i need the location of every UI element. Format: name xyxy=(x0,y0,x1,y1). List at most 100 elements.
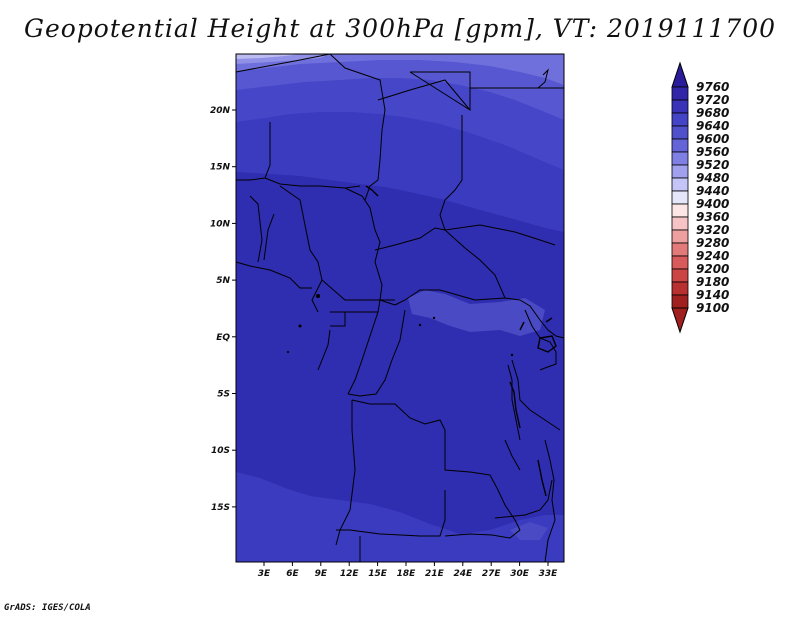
lon-tick-label: 24E xyxy=(453,569,473,579)
border-line xyxy=(544,439,556,563)
lake-victoria xyxy=(537,335,557,353)
contour-band-9600 xyxy=(236,54,564,85)
contour-band-9520 xyxy=(236,54,300,59)
lon-tick-label: 9E xyxy=(315,569,328,579)
island-speck xyxy=(418,323,422,327)
border-line xyxy=(537,68,549,89)
border-line xyxy=(335,400,356,546)
lake-albert xyxy=(519,321,525,331)
colorbar-box xyxy=(671,294,689,309)
lat-tick-label: EQ xyxy=(216,333,230,343)
map-frame xyxy=(235,53,565,563)
colorbar-box xyxy=(671,203,689,218)
colorbar-level-label: 9140 xyxy=(696,288,729,302)
colorbar-level-label: 9200 xyxy=(696,262,729,276)
colorbar-box xyxy=(671,268,689,283)
lat-tick-label: 15N xyxy=(210,163,231,173)
colorbar-top-arrow xyxy=(671,61,689,88)
bioko-island xyxy=(316,294,320,298)
colorbar-box xyxy=(671,125,689,140)
colorbar-box xyxy=(671,151,689,166)
longitude-axis: 3E 6E 9E 12E 15E 18E 21E 24E 27E 30E 33E xyxy=(258,562,558,579)
colorbar-level-label: 9560 xyxy=(696,145,729,159)
border-line xyxy=(444,224,556,246)
border-line xyxy=(279,185,323,313)
colorbar-level-label: 9760 xyxy=(696,80,729,94)
lon-tick-label: 30E xyxy=(510,569,530,579)
contour-patch-center xyxy=(408,290,545,336)
colorbar-level-label: 9640 xyxy=(696,119,729,133)
border-line xyxy=(236,177,361,189)
plot-title: Geopotential Height at 300hPa [gpm], VT:… xyxy=(23,14,777,43)
colorbar-box xyxy=(671,112,689,127)
border-line xyxy=(519,299,565,339)
border-line xyxy=(511,359,561,431)
border-line xyxy=(377,79,471,111)
lat-tick-label: 15S xyxy=(211,503,230,513)
lon-tick-label: 3E xyxy=(258,569,271,579)
colorbar-box xyxy=(671,99,689,114)
colorbar-bottom-arrow xyxy=(671,307,689,334)
colorbar-box xyxy=(671,177,689,192)
border-line xyxy=(439,115,463,231)
colorbar-level-label: 9100 xyxy=(696,301,729,315)
islands xyxy=(287,294,514,357)
colorbar-level-label: 9240 xyxy=(696,249,729,263)
map-area xyxy=(235,53,565,563)
colorbar: 9760972096809640960095609520948094409400… xyxy=(671,61,729,334)
colorbar-level-label: 9400 xyxy=(696,197,729,211)
border-line xyxy=(235,53,331,73)
border-line xyxy=(444,529,521,539)
island-speck xyxy=(432,316,436,320)
lake-tanganyika xyxy=(509,381,521,429)
border-line xyxy=(347,311,379,395)
border-line xyxy=(351,399,491,476)
border-line xyxy=(394,289,521,306)
border-line xyxy=(264,122,271,179)
colorbar-box xyxy=(671,229,689,244)
border-line xyxy=(321,279,396,306)
border-line xyxy=(504,439,521,471)
colorbar-level-label: 9520 xyxy=(696,158,729,172)
lat-tick-label: 20N xyxy=(210,106,231,116)
border-line xyxy=(347,309,406,397)
lon-tick-label: 33E xyxy=(539,569,559,579)
lon-tick-label: 21E xyxy=(425,569,445,579)
colorbar-level-label: 9280 xyxy=(696,236,729,250)
border-line xyxy=(524,309,557,371)
island-speck xyxy=(298,324,302,328)
border-line xyxy=(235,261,312,289)
contour-band-9640 xyxy=(236,54,564,120)
colorbar-level-label: 9600 xyxy=(696,132,729,146)
colorbar-level-label: 9440 xyxy=(696,184,729,198)
border-line xyxy=(344,187,383,301)
lat-tick-label: 10N xyxy=(210,219,231,229)
colorbar-box xyxy=(671,138,689,153)
country-borders xyxy=(235,53,565,563)
colorbar-box xyxy=(671,190,689,205)
colorbar-box xyxy=(671,255,689,270)
border-line xyxy=(489,474,521,531)
lon-tick-label: 27E xyxy=(482,569,502,579)
lake-kyoga xyxy=(545,317,553,323)
island-speck xyxy=(287,351,289,353)
grads-credit: GrADS: IGES/COLA xyxy=(4,603,91,613)
lon-tick-label: 18E xyxy=(397,569,417,579)
colorbar-box xyxy=(671,216,689,231)
lakes xyxy=(365,185,557,497)
colorbar-level-label: 9480 xyxy=(696,171,729,185)
border-line xyxy=(263,213,275,261)
colorbar-box xyxy=(671,86,689,101)
colorbar-level-label: 9680 xyxy=(696,106,729,120)
colorbar-level-label: 9320 xyxy=(696,223,729,237)
lon-tick-label: 6E xyxy=(286,569,299,579)
border-line xyxy=(507,364,521,441)
lake-malawi xyxy=(537,459,547,497)
latitude-axis: 20N 15N 10N 5N EQ 5S 10S 15S xyxy=(210,106,236,513)
border-line xyxy=(336,490,446,537)
colorbar-level-label: 9180 xyxy=(696,275,729,289)
colorbar-box xyxy=(671,242,689,257)
island-speck xyxy=(510,353,514,357)
colorbar-box xyxy=(671,281,689,296)
